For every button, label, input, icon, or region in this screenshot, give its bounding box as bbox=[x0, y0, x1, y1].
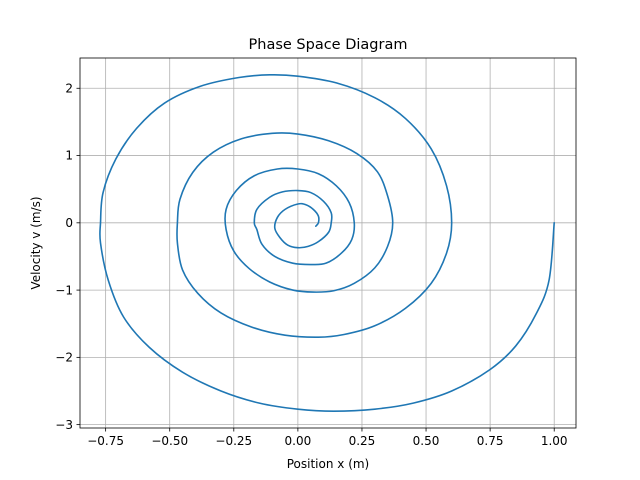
axis-ticks: −0.75 −0.50 −0.25 0.00 0.25 0.50 0.75 1.00 −3 −2 −… bbox=[55, 81, 567, 448]
y-tick-label: 1 bbox=[65, 149, 73, 163]
grid-lines bbox=[80, 58, 576, 428]
x-tick-label: −0.25 bbox=[215, 434, 252, 448]
plot-frame bbox=[79, 57, 577, 429]
x-tick-label: 1.00 bbox=[541, 434, 568, 448]
phase-trajectory-line bbox=[99, 73, 556, 412]
y-tick-label: −3 bbox=[55, 418, 73, 432]
y-tick-label: −1 bbox=[55, 283, 73, 297]
x-tick-label: 0.00 bbox=[285, 434, 312, 448]
x-tick-label: −0.75 bbox=[87, 434, 124, 448]
plot-data bbox=[99, 73, 556, 412]
x-tick-label: 0.50 bbox=[413, 434, 440, 448]
x-tick-label: 0.75 bbox=[477, 434, 504, 448]
chart-title: Phase Space Diagram bbox=[249, 37, 408, 53]
y-tick-label: 0 bbox=[65, 216, 73, 230]
x-tick-label: 0.25 bbox=[349, 434, 376, 448]
y-axis-label: Velocity v (m/s) bbox=[29, 196, 43, 289]
x-tick-label: −0.50 bbox=[151, 434, 188, 448]
y-tick-label: −2 bbox=[55, 351, 73, 365]
y-tick-label: 2 bbox=[65, 81, 73, 95]
x-axis-label: Position x (m) bbox=[287, 457, 370, 471]
